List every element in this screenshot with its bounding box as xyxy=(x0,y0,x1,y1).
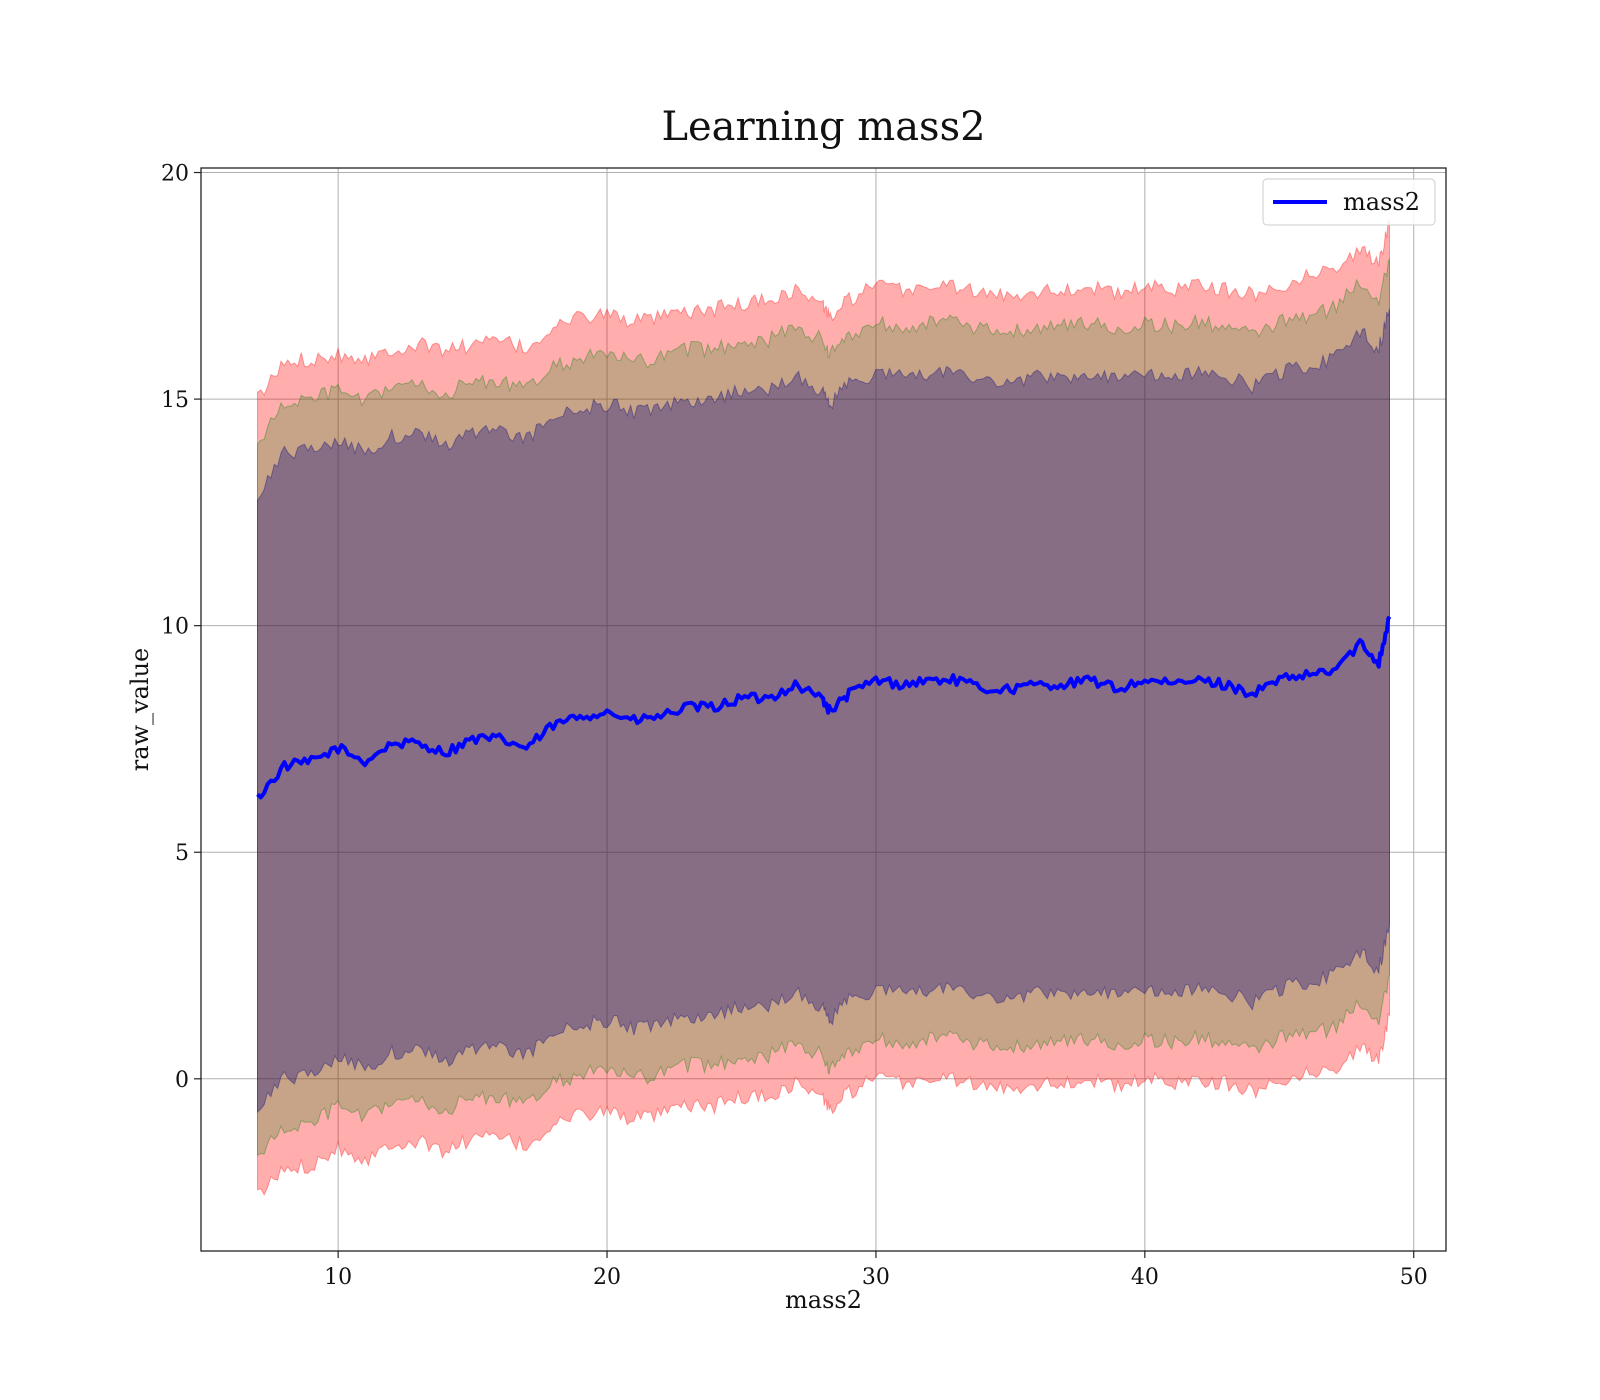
series-lines xyxy=(256,615,1392,800)
legend: mass2 xyxy=(1262,178,1436,226)
chart-title: Learning mass2 xyxy=(661,104,985,150)
axis-ticks: 10 20 30 40 50 0 5 10 15 20 xyxy=(161,162,1428,1290)
plot-frame xyxy=(200,167,1447,1252)
y-tick-label: 15 xyxy=(161,388,189,413)
x-tick-label: 30 xyxy=(862,1265,890,1290)
y-axis-label: raw_value xyxy=(126,648,154,772)
y-tick-label: 0 xyxy=(175,1068,189,1093)
y-tick-label: 10 xyxy=(161,615,189,640)
legend-entry-label: mass2 xyxy=(1343,188,1420,216)
x-tick-label: 10 xyxy=(324,1265,352,1290)
confidence-band-3 xyxy=(257,308,1390,1114)
x-axis-label: mass2 xyxy=(785,1286,862,1314)
y-tick-label: 20 xyxy=(161,162,189,187)
x-tick-label: 50 xyxy=(1400,1265,1428,1290)
legend-box xyxy=(1262,178,1436,226)
y-tick-label: 5 xyxy=(175,841,189,866)
x-tick-label: 20 xyxy=(593,1265,621,1290)
series-line-mass2 xyxy=(256,615,1392,800)
x-tick-label: 40 xyxy=(1131,1265,1159,1290)
confidence-band-1 xyxy=(257,218,1390,1196)
confidence-bands xyxy=(257,218,1390,1196)
